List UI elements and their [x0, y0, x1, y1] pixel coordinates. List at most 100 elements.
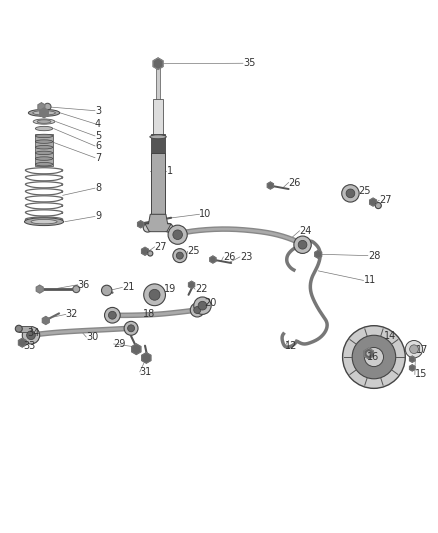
Ellipse shape — [31, 220, 57, 224]
Polygon shape — [189, 281, 194, 288]
Circle shape — [343, 326, 405, 389]
Bar — [151, 154, 165, 214]
Circle shape — [105, 308, 120, 323]
Polygon shape — [38, 103, 45, 111]
Circle shape — [173, 249, 187, 263]
Text: 28: 28 — [368, 251, 380, 261]
Circle shape — [27, 331, 35, 340]
Ellipse shape — [35, 146, 53, 149]
Circle shape — [405, 341, 423, 358]
Text: 11: 11 — [364, 276, 376, 286]
Ellipse shape — [25, 218, 64, 225]
Polygon shape — [410, 356, 415, 362]
Bar — [153, 99, 163, 136]
Bar — [156, 64, 160, 101]
Text: 32: 32 — [66, 309, 78, 319]
Circle shape — [366, 351, 371, 356]
Circle shape — [190, 303, 204, 317]
Text: 26: 26 — [289, 177, 301, 188]
Text: 9: 9 — [95, 212, 101, 221]
Polygon shape — [364, 349, 373, 359]
Polygon shape — [145, 214, 171, 232]
Text: 21: 21 — [122, 282, 135, 293]
Circle shape — [73, 286, 80, 293]
Ellipse shape — [35, 140, 53, 143]
Text: 17: 17 — [416, 345, 428, 355]
Text: 1: 1 — [167, 166, 173, 176]
Circle shape — [198, 301, 207, 310]
Text: 30: 30 — [86, 332, 99, 342]
Circle shape — [109, 311, 116, 319]
Text: 14: 14 — [385, 331, 397, 341]
Text: 15: 15 — [415, 369, 427, 379]
Text: 3: 3 — [95, 106, 101, 116]
Circle shape — [364, 348, 384, 367]
Circle shape — [124, 321, 138, 335]
Text: 19: 19 — [164, 284, 176, 294]
Polygon shape — [40, 108, 48, 118]
Bar — [151, 134, 165, 156]
Polygon shape — [132, 344, 141, 354]
Circle shape — [148, 251, 153, 256]
Text: 25: 25 — [358, 186, 371, 196]
Bar — [19, 326, 31, 332]
Circle shape — [143, 223, 152, 232]
Ellipse shape — [35, 126, 53, 131]
Circle shape — [342, 184, 359, 202]
Text: 34: 34 — [28, 328, 40, 337]
Ellipse shape — [35, 163, 53, 166]
Polygon shape — [141, 247, 148, 255]
Ellipse shape — [33, 111, 55, 115]
Polygon shape — [370, 198, 376, 206]
Circle shape — [15, 325, 22, 332]
Polygon shape — [315, 251, 321, 258]
Circle shape — [194, 297, 211, 314]
Text: 22: 22 — [195, 284, 208, 294]
Text: 12: 12 — [285, 341, 297, 351]
Bar — [35, 134, 53, 166]
Text: 8: 8 — [95, 183, 101, 193]
Polygon shape — [410, 365, 415, 371]
Text: 31: 31 — [140, 367, 152, 377]
Polygon shape — [36, 285, 43, 293]
Text: 4: 4 — [95, 119, 101, 129]
Polygon shape — [142, 353, 151, 363]
Circle shape — [298, 240, 307, 249]
Circle shape — [127, 325, 134, 332]
Circle shape — [294, 236, 311, 254]
Ellipse shape — [28, 109, 60, 116]
Ellipse shape — [35, 134, 53, 138]
Text: 27: 27 — [155, 242, 167, 252]
Text: 6: 6 — [95, 141, 101, 151]
Ellipse shape — [35, 157, 53, 160]
Circle shape — [173, 230, 183, 239]
Text: 27: 27 — [379, 196, 392, 205]
Ellipse shape — [33, 119, 55, 124]
Circle shape — [410, 345, 418, 353]
Circle shape — [44, 103, 51, 110]
Polygon shape — [153, 58, 163, 69]
Text: 33: 33 — [23, 341, 35, 351]
Text: 25: 25 — [187, 246, 200, 256]
Text: 10: 10 — [199, 209, 212, 219]
Circle shape — [144, 284, 166, 305]
Polygon shape — [138, 221, 144, 228]
Text: 7: 7 — [95, 152, 101, 163]
Ellipse shape — [35, 151, 53, 155]
Polygon shape — [18, 338, 26, 347]
Circle shape — [168, 225, 187, 244]
Polygon shape — [210, 256, 216, 263]
Ellipse shape — [37, 120, 51, 123]
Text: 20: 20 — [204, 298, 216, 309]
Circle shape — [194, 306, 201, 313]
Circle shape — [22, 327, 40, 344]
Circle shape — [102, 285, 112, 296]
Text: 5: 5 — [95, 131, 101, 141]
Text: 18: 18 — [143, 309, 155, 319]
Text: 35: 35 — [243, 58, 255, 68]
Text: 23: 23 — [240, 252, 252, 262]
Text: 36: 36 — [78, 280, 90, 290]
Circle shape — [352, 335, 396, 379]
Circle shape — [177, 252, 184, 259]
Text: 26: 26 — [223, 252, 236, 262]
